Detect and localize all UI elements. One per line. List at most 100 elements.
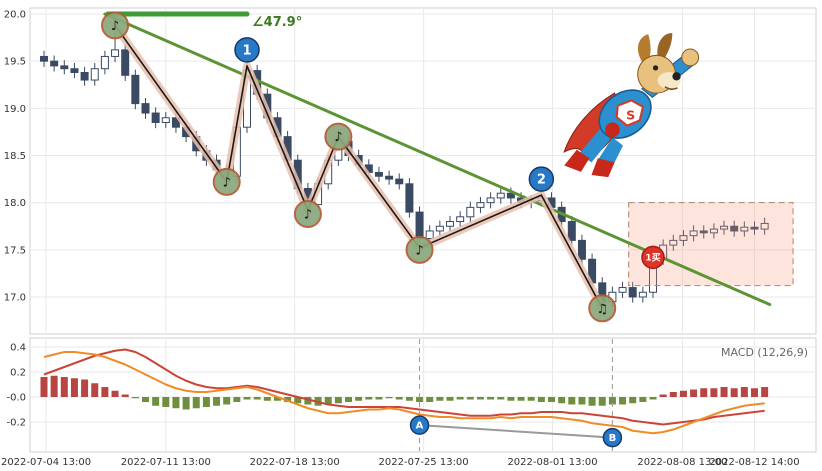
music-note-marker[interactable]: ♫ bbox=[588, 294, 617, 323]
candle bbox=[720, 220, 729, 235]
badge-letter: S bbox=[626, 107, 635, 122]
svg-text:♪: ♪ bbox=[111, 19, 119, 34]
angle-label: ∠47.9° bbox=[252, 15, 302, 30]
candle bbox=[638, 286, 647, 303]
music-note-marker[interactable]: ♪ bbox=[212, 167, 241, 196]
ear-shape bbox=[637, 34, 651, 62]
svg-text:2022-08-12 14:00: 2022-08-12 14:00 bbox=[709, 457, 799, 468]
svg-text:2022-07-18 13:00: 2022-07-18 13:00 bbox=[250, 457, 340, 468]
candle bbox=[618, 281, 627, 298]
svg-text:♪: ♪ bbox=[223, 175, 231, 190]
music-note-marker[interactable]: ♪ bbox=[293, 199, 322, 228]
svg-text:19.5: 19.5 bbox=[4, 57, 26, 68]
macd-panel bbox=[29, 337, 817, 453]
macd-axis-labels: 0.4 0.2 -0.0 -0.2 bbox=[6, 343, 26, 429]
wave-point-2-marker[interactable]: 2 bbox=[528, 166, 555, 192]
macd-lines bbox=[43, 348, 765, 435]
candle bbox=[131, 69, 140, 110]
candle bbox=[40, 50, 48, 67]
candle bbox=[699, 225, 708, 239]
svg-text:17.5: 17.5 bbox=[4, 245, 26, 256]
candle bbox=[60, 60, 69, 75]
svg-text:20.0: 20.0 bbox=[4, 10, 26, 21]
leg-shape bbox=[597, 137, 623, 167]
candle bbox=[689, 225, 698, 242]
glove-shape bbox=[605, 122, 620, 138]
divergence-annotation[interactable]: AB bbox=[409, 339, 623, 451]
svg-text:♫: ♫ bbox=[596, 302, 608, 317]
svg-text:♪: ♪ bbox=[334, 130, 342, 145]
macd-legend: MACD (12,26,9) bbox=[721, 346, 808, 359]
candlesticks bbox=[40, 25, 769, 313]
candle bbox=[679, 230, 688, 247]
svg-text:19.0: 19.0 bbox=[4, 104, 26, 115]
svg-text:♪: ♪ bbox=[304, 207, 312, 222]
divergence-line[interactable] bbox=[419, 424, 613, 439]
candle bbox=[385, 170, 394, 185]
candle bbox=[374, 166, 383, 182]
candle bbox=[567, 215, 576, 247]
leg-shape bbox=[578, 128, 611, 163]
svg-text:-0.2: -0.2 bbox=[6, 418, 26, 429]
candle bbox=[466, 201, 475, 223]
candle bbox=[435, 220, 444, 237]
candle bbox=[446, 215, 454, 232]
svg-text:A: A bbox=[416, 421, 424, 432]
candle bbox=[760, 217, 769, 235]
svg-text:18.5: 18.5 bbox=[4, 151, 26, 162]
candle bbox=[100, 50, 109, 75]
candle bbox=[456, 211, 465, 228]
svg-text:2: 2 bbox=[537, 173, 546, 188]
candle bbox=[750, 221, 759, 235]
svg-text:-0.0: -0.0 bbox=[6, 393, 26, 404]
macd-histogram bbox=[40, 375, 769, 410]
candle bbox=[80, 66, 89, 86]
svg-text:0.4: 0.4 bbox=[10, 343, 26, 354]
candle bbox=[730, 220, 739, 237]
music-note-marker[interactable]: ♪ bbox=[405, 235, 434, 264]
superdog-mascot-image: S bbox=[563, 33, 700, 178]
music-note-marker[interactable]: ♪ bbox=[101, 11, 130, 40]
candle bbox=[141, 97, 150, 119]
svg-text:2022-08-08 13:00: 2022-08-08 13:00 bbox=[637, 457, 727, 468]
candle bbox=[405, 178, 414, 218]
mouth-shape bbox=[664, 86, 678, 90]
candle bbox=[709, 223, 718, 239]
fist-shape bbox=[681, 48, 700, 67]
boot-shape bbox=[591, 158, 615, 178]
candle bbox=[90, 63, 99, 86]
candle bbox=[121, 44, 130, 81]
svg-text:♪: ♪ bbox=[415, 243, 423, 258]
nose-shape bbox=[672, 72, 681, 81]
svg-text:0.2: 0.2 bbox=[10, 368, 26, 379]
svg-text:1买: 1买 bbox=[645, 252, 660, 263]
candle bbox=[628, 281, 637, 303]
time-axis-labels: 2022-07-04 13:00 2022-07-11 13:00 2022-07-… bbox=[1, 457, 800, 468]
dif-line bbox=[43, 351, 765, 435]
svg-text:2022-07-11 13:00: 2022-07-11 13:00 bbox=[121, 457, 211, 468]
music-note-marker[interactable]: ♪ bbox=[324, 122, 353, 151]
divergence-point-a[interactable]: A bbox=[409, 415, 430, 435]
svg-text:1: 1 bbox=[242, 43, 251, 58]
ear-shape bbox=[657, 33, 673, 60]
candle bbox=[476, 197, 485, 214]
price-axis-labels: 20.0 19.5 19.0 18.5 18.0 17.5 17.0 bbox=[4, 10, 26, 304]
eye-shape bbox=[652, 65, 659, 71]
wave-number-markers[interactable]: 12 bbox=[234, 37, 555, 192]
candle bbox=[740, 221, 749, 237]
dea-line bbox=[43, 348, 765, 426]
chest-badge bbox=[615, 99, 645, 127]
candle bbox=[50, 55, 59, 72]
zigzag-wave-line bbox=[111, 21, 607, 313]
svg-text:2022-07-04 13:00: 2022-07-04 13:00 bbox=[1, 457, 91, 468]
candle bbox=[486, 192, 495, 209]
buy-signal-marker[interactable]: 1买 bbox=[641, 245, 665, 270]
wave-point-1-marker[interactable]: 1 bbox=[234, 37, 260, 63]
candle bbox=[151, 107, 160, 129]
svg-text:2022-07-25 13:00: 2022-07-25 13:00 bbox=[379, 457, 469, 468]
note-markers[interactable]: ♪ ♪ ♪ ♪ ♪ ♫ bbox=[101, 11, 617, 323]
highlight-zone bbox=[628, 202, 794, 287]
candle bbox=[161, 112, 170, 129]
divergence-point-b[interactable]: B bbox=[602, 427, 623, 448]
